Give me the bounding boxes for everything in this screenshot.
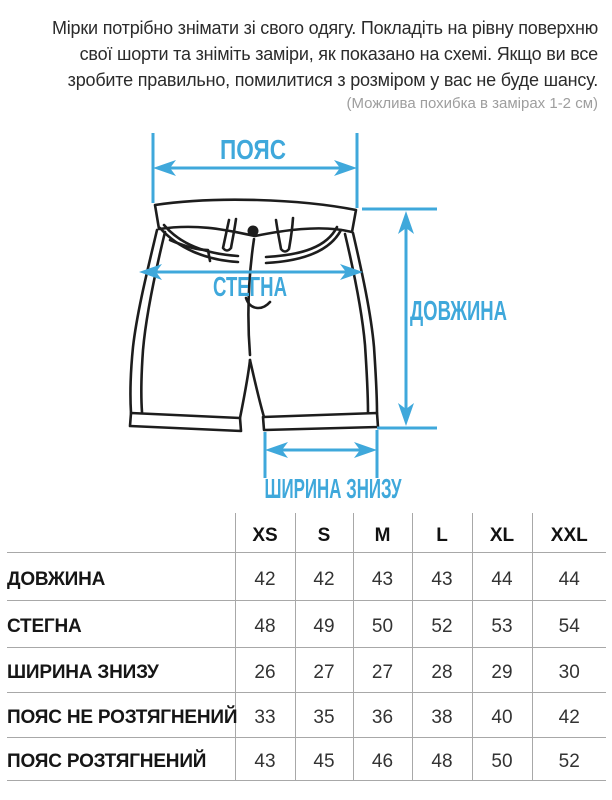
size-value: 42 xyxy=(531,692,606,738)
size-value: 48 xyxy=(411,737,472,781)
size-value: 33 xyxy=(234,692,295,738)
table-row: ШИРИНА ЗНИЗУ 26 27 27 28 29 30 xyxy=(7,647,606,693)
empty-header-cell xyxy=(7,513,235,553)
hips-label: СТЕГНА xyxy=(213,271,287,302)
arrowhead-right xyxy=(334,160,357,176)
size-col-header: XS xyxy=(234,513,295,553)
arrowhead-left xyxy=(153,160,176,176)
size-value: 26 xyxy=(234,647,295,693)
size-table: XS S M L XL XXL ДОВЖИНА 42 42 43 43 44 4… xyxy=(7,513,606,781)
row-label: ШИРИНА ЗНИЗУ xyxy=(7,647,235,693)
size-value: 53 xyxy=(471,600,532,648)
table-row: ПОЯС НЕ РОЗТЯГНЕНИЙ 33 35 36 38 40 42 xyxy=(7,692,606,738)
size-value: 35 xyxy=(294,692,353,738)
size-value: 28 xyxy=(411,647,472,693)
tolerance-note: (Можлива похибка в замірах 1-2 см) xyxy=(346,95,598,112)
arrowhead-down xyxy=(398,403,414,426)
size-col-header: M xyxy=(352,513,412,553)
size-value: 54 xyxy=(531,600,606,648)
intro-paragraph: Мірки потрібно знімати зі свого одягу. П… xyxy=(23,15,598,93)
size-value: 44 xyxy=(531,552,606,601)
size-col-header: L xyxy=(411,513,472,553)
size-value: 30 xyxy=(531,647,606,693)
size-value: 50 xyxy=(352,600,412,648)
table-row: ПОЯС РОЗТЯГНЕНИЙ 43 45 46 48 50 52 xyxy=(7,737,606,781)
size-table-container: XS S M L XL XXL ДОВЖИНА 42 42 43 43 44 4… xyxy=(7,513,606,781)
size-value: 42 xyxy=(294,552,353,601)
waist-label: ПОЯС xyxy=(220,134,286,165)
size-col-header: XL xyxy=(471,513,532,553)
size-col-header: XXL xyxy=(531,513,606,553)
row-label: ПОЯС НЕ РОЗТЯГНЕНИЙ xyxy=(7,692,238,738)
size-value: 45 xyxy=(294,737,353,781)
size-value: 36 xyxy=(352,692,412,738)
arrowhead-left xyxy=(139,264,162,280)
shorts-drawing xyxy=(128,198,380,433)
intro-line: зробите правильно, помилитися з розміром… xyxy=(67,70,599,90)
size-value: 43 xyxy=(234,737,295,781)
table-row: ДОВЖИНА 42 42 43 43 44 44 xyxy=(7,552,606,601)
arrowhead-up xyxy=(398,211,414,234)
size-value: 48 xyxy=(234,600,295,648)
size-value: 27 xyxy=(352,647,412,693)
length-label: ДОВЖИНА xyxy=(410,295,507,326)
size-value: 43 xyxy=(411,552,472,601)
size-value: 52 xyxy=(531,737,606,781)
size-value: 40 xyxy=(471,692,532,738)
size-value: 49 xyxy=(294,600,353,648)
size-value: 29 xyxy=(471,647,532,693)
shorts-measurement-diagram: ПОЯС СТЕГНА ДОВЖИНА ШИРИНА ЗНИЗУ xyxy=(128,133,507,504)
arrowhead-left xyxy=(265,442,288,458)
size-value: 50 xyxy=(471,737,532,781)
size-value: 42 xyxy=(234,552,295,601)
arrowhead-right xyxy=(354,442,377,458)
intro-line: свої шорти та зніміть заміри, як показан… xyxy=(79,44,599,64)
size-header-row: XS S M L XL XXL xyxy=(7,513,606,553)
size-value: 52 xyxy=(411,600,472,648)
size-col-header: S xyxy=(294,513,353,553)
arrowhead-right xyxy=(340,264,363,280)
row-label: СТЕГНА xyxy=(7,600,235,648)
row-label: ДОВЖИНА xyxy=(7,552,235,601)
measurement-marks xyxy=(139,133,437,478)
size-value: 27 xyxy=(294,647,353,693)
table-row: СТЕГНА 48 49 50 52 53 54 xyxy=(7,600,606,648)
size-value: 44 xyxy=(471,552,532,601)
intro-line: Мірки потрібно знімати зі свого одягу. П… xyxy=(51,18,598,38)
size-value: 38 xyxy=(411,692,472,738)
bottom-width-label: ШИРИНА ЗНИЗУ xyxy=(265,473,402,504)
size-value: 46 xyxy=(352,737,412,781)
size-value: 43 xyxy=(352,552,412,601)
row-label: ПОЯС РОЗТЯГНЕНИЙ xyxy=(7,737,235,781)
